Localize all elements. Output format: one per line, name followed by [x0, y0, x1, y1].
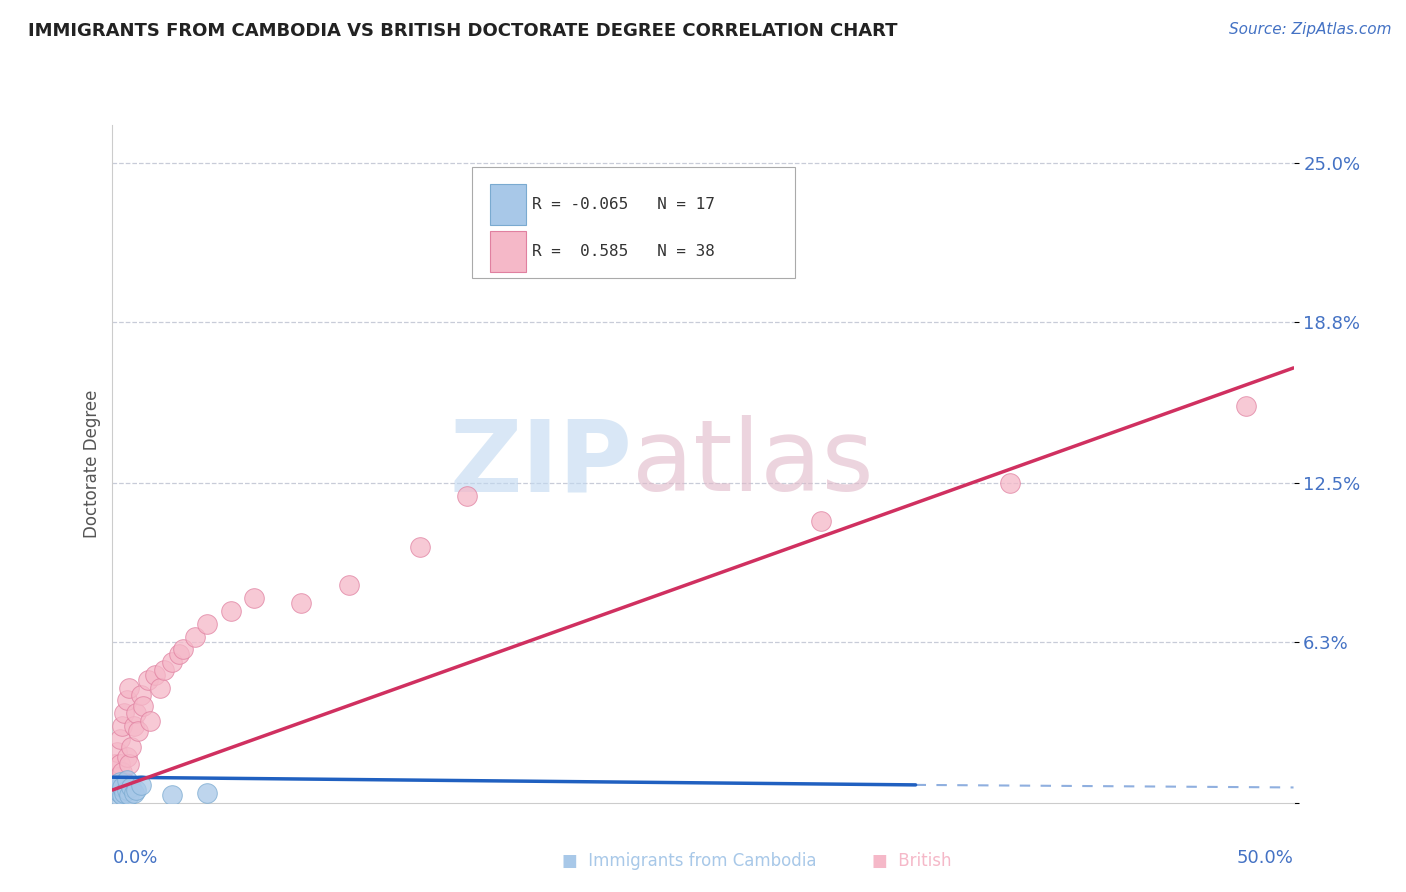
Point — [105, 770, 128, 784]
Point — [139, 714, 162, 728]
Point — [122, 719, 145, 733]
Text: R = -0.065   N = 17: R = -0.065 N = 17 — [531, 197, 714, 211]
Text: atlas: atlas — [633, 416, 873, 512]
Point — [129, 778, 152, 792]
Point — [122, 786, 145, 800]
Point — [337, 578, 360, 592]
Point — [456, 489, 478, 503]
Text: ■  Immigrants from Cambodia: ■ Immigrants from Cambodia — [562, 852, 817, 870]
Text: ZIP: ZIP — [450, 416, 633, 512]
Point — [172, 642, 194, 657]
Point — [129, 689, 152, 703]
Point — [112, 775, 135, 789]
Point — [111, 719, 134, 733]
Point — [111, 780, 134, 795]
Point — [136, 673, 159, 687]
Point — [115, 783, 138, 797]
Point — [115, 772, 138, 787]
Point — [195, 616, 218, 631]
Point — [290, 596, 312, 610]
Text: 50.0%: 50.0% — [1237, 849, 1294, 867]
Point — [115, 693, 138, 707]
Text: R =  0.585   N = 38: R = 0.585 N = 38 — [531, 244, 714, 259]
Point — [104, 783, 127, 797]
Point — [132, 698, 155, 713]
Point — [105, 778, 128, 792]
Point — [127, 724, 149, 739]
Point — [143, 668, 166, 682]
Point — [118, 757, 141, 772]
Point — [118, 681, 141, 695]
Point — [160, 788, 183, 802]
Text: Source: ZipAtlas.com: Source: ZipAtlas.com — [1229, 22, 1392, 37]
Point — [111, 765, 134, 780]
Point — [195, 786, 218, 800]
Point — [104, 757, 127, 772]
Point — [108, 786, 131, 800]
Point — [108, 757, 131, 772]
Point — [149, 681, 172, 695]
Point — [115, 749, 138, 764]
Y-axis label: Doctorate Degree: Doctorate Degree — [83, 390, 101, 538]
Point — [112, 786, 135, 800]
Point — [243, 591, 266, 606]
Point — [810, 515, 832, 529]
Point — [108, 731, 131, 746]
Point — [111, 788, 134, 802]
Point — [125, 783, 148, 797]
Point — [108, 775, 131, 789]
Point — [219, 604, 242, 618]
Point — [105, 788, 128, 802]
Point — [118, 788, 141, 802]
Text: IMMIGRANTS FROM CAMBODIA VS BRITISH DOCTORATE DEGREE CORRELATION CHART: IMMIGRANTS FROM CAMBODIA VS BRITISH DOCT… — [28, 22, 897, 40]
Point — [184, 630, 207, 644]
Point — [160, 655, 183, 669]
Point — [120, 739, 142, 754]
Point — [998, 476, 1021, 491]
Point — [125, 706, 148, 721]
Point — [112, 706, 135, 721]
Point — [105, 745, 128, 759]
Text: 0.0%: 0.0% — [112, 849, 157, 867]
Point — [408, 540, 430, 554]
Point — [153, 663, 176, 677]
Point — [120, 780, 142, 795]
Point — [167, 648, 190, 662]
Point — [1234, 399, 1257, 413]
Text: ■  British: ■ British — [872, 852, 952, 870]
